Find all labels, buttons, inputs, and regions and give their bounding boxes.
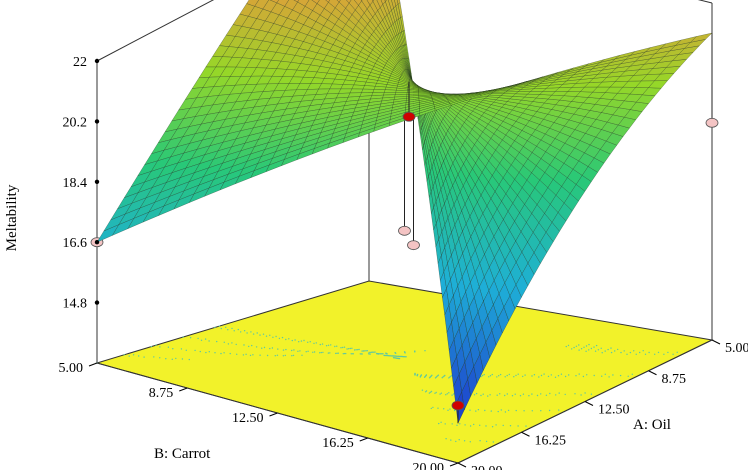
z-tick-label: 22 xyxy=(73,55,87,70)
surface-cell xyxy=(342,79,356,86)
oil-tick-label: 12.50 xyxy=(598,403,630,418)
carrot-tick-mark xyxy=(179,387,188,392)
z-tick-label: 16.6 xyxy=(63,236,88,251)
carrot-tick-mark xyxy=(359,437,368,442)
z-axis-title: Meltability xyxy=(4,184,20,251)
z-tick-mark xyxy=(94,119,100,124)
oil-tick-label: 8.75 xyxy=(662,372,687,387)
z-tick-label: 14.8 xyxy=(63,297,88,312)
surface-cell xyxy=(395,90,408,93)
design-point xyxy=(402,111,416,122)
box-edge xyxy=(697,0,713,4)
z-tick-label: 20.2 xyxy=(63,115,88,130)
carrot-tick-label: 20.00 xyxy=(413,461,445,470)
carrot-tick-label: 5.00 xyxy=(59,361,84,376)
floor-plane xyxy=(95,280,714,464)
z-tick-mark xyxy=(94,300,100,305)
oil-tick-mark xyxy=(711,339,721,345)
z-tick-mark xyxy=(94,58,100,64)
carrot-tick-label: 16.25 xyxy=(322,436,354,451)
box-edge xyxy=(96,0,215,62)
design-points-above xyxy=(402,81,465,424)
surface-cell xyxy=(361,88,375,93)
surface-cell xyxy=(384,89,397,93)
carrot-tick-mark xyxy=(88,362,98,367)
oil-tick-label: 20.00 xyxy=(471,464,503,470)
oil-tick-label: 16.25 xyxy=(535,433,567,448)
z-tick-label: 18.4 xyxy=(63,176,88,191)
oil-tick-mark xyxy=(648,370,657,376)
surface-cell xyxy=(340,84,355,90)
design-point xyxy=(398,225,411,236)
design-point xyxy=(451,400,465,411)
surface-cell xyxy=(372,89,386,93)
surface-cell xyxy=(362,85,376,90)
carrot-tick-label: 12.50 xyxy=(232,411,264,426)
surface-cell xyxy=(690,32,713,43)
oil-tick-label: 5.00 xyxy=(725,341,748,356)
surface-cell xyxy=(338,88,353,94)
y-axis-title: B: Carrot xyxy=(154,446,211,462)
response-surface xyxy=(96,0,713,424)
z-tick-mark xyxy=(94,179,100,184)
carrot-tick-label: 8.75 xyxy=(149,386,174,401)
contour-floor xyxy=(95,280,714,464)
oil-tick-mark xyxy=(457,462,467,468)
surface-cell xyxy=(349,88,364,94)
carrot-tick-mark xyxy=(269,412,278,417)
oil-tick-mark xyxy=(584,401,594,406)
surface-cell xyxy=(351,84,365,90)
oil-tick-mark xyxy=(521,431,530,437)
design-point xyxy=(705,117,719,128)
z-tick-mark xyxy=(94,240,100,245)
carrot-tick-mark xyxy=(449,462,459,467)
x-axis-title: A: Oil xyxy=(633,417,671,433)
axis-ticks: 14.8 16.6 18.4 20.2 22 5.00 8.75 12.50 16.25 20.0… xyxy=(59,55,748,470)
design-point xyxy=(407,240,420,251)
